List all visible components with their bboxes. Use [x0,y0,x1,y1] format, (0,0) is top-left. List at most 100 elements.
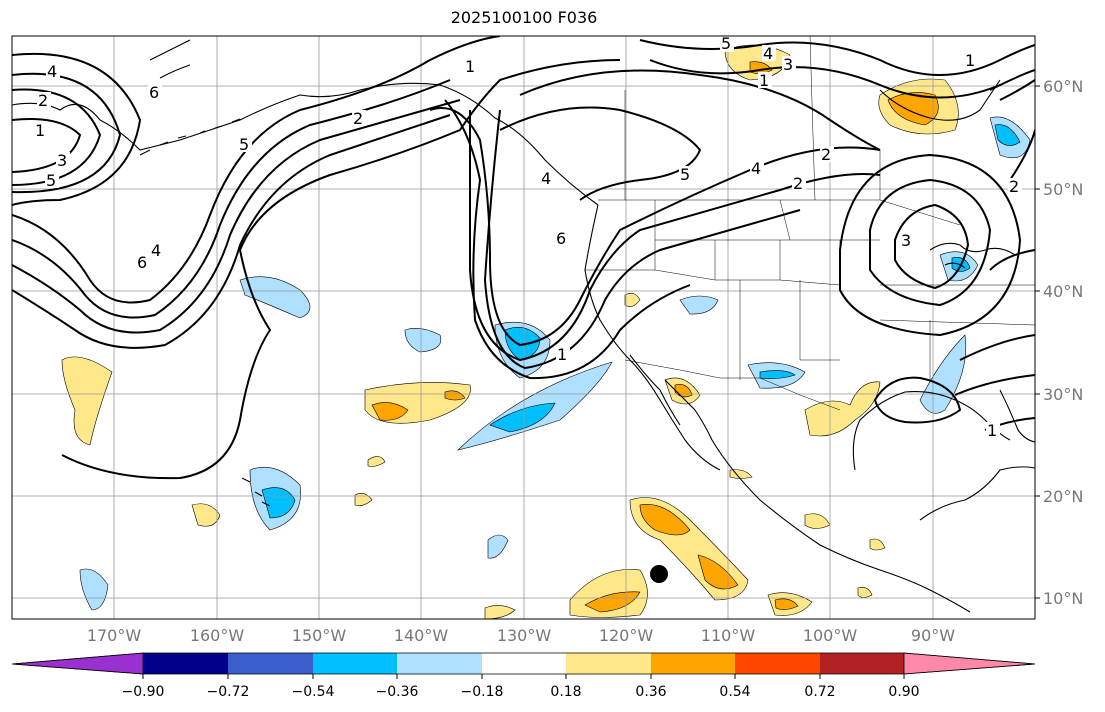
contour-label: 5 [46,171,56,190]
fill-light-yellow [804,381,881,437]
contour-big-low [61,59,621,480]
colorbar-tick-label: 0.18 [550,684,582,700]
lat-label: 20°N [1043,487,1084,506]
lat-label: 40°N [1043,282,1084,301]
colorbar [11,652,1036,679]
colorbar-segment [566,653,651,674]
contour-label: 1 [465,57,475,76]
fill-light-yellow [61,356,113,446]
contour-label: 2 [821,145,831,164]
colorbar-segment [651,653,735,674]
contour-gulf-alaska [499,106,702,201]
colorbar-tick-label: −0.18 [460,684,504,700]
contour-ne-2 [989,69,1035,91]
fill-blue [759,370,796,379]
lon-label: 140°W [393,626,449,645]
contour-label: 4 [151,241,161,260]
lon-label: 120°W [598,626,654,645]
lon-label: 100°W [802,626,858,645]
graticule [12,36,1035,619]
fill-light-yellow [624,293,641,307]
contour-east-low-3 [839,153,1022,337]
fill-orange [371,402,409,421]
bering-coast [149,39,191,79]
fill-light-blue [679,295,719,315]
contour-ridge-1 [429,107,881,347]
map-frame [11,35,1036,620]
contour-west-cyclone [12,52,142,206]
colorbar-tick-label: 0.54 [719,684,751,700]
contour-label: 1 [965,51,975,70]
fill-light-yellow [367,456,386,467]
contour-label: 1 [759,71,769,90]
lon-label: 110°W [700,626,756,645]
lat-label: 60°N [1043,77,1084,96]
contour-east-low-1 [869,178,992,307]
contour-trough-1 [12,36,501,304]
contour-trough-2 [12,79,451,319]
contour-southeast [873,376,962,424]
contour-label: 6 [149,83,159,102]
fill-light-blue [487,534,509,559]
map-title: 2025100100 F036 [450,8,598,27]
contour-east-coast [989,79,1035,271]
hudson-bay [879,79,1001,121]
yucatan [919,466,1035,521]
mexico-coast [711,439,971,613]
contour-ridge-4 [444,99,691,380]
contour-ne [1009,129,1035,181]
contour-label: 4 [751,159,761,178]
contour-labels: 4 2 1 3 5 6 4 5 2 1 6 5 4 2 4 3 5 4 2 6 … [34,36,1022,440]
alaska-coast [12,82,599,206]
contour-label: 2 [353,109,363,128]
contour-north-2 [649,59,1001,99]
lon-label: 170°W [86,626,142,645]
colorbar-tick-label: −0.72 [206,684,250,700]
contour-label: 1 [557,345,567,364]
contour-label: 3 [783,55,793,74]
colorbar-extend-low [11,652,144,675]
fill-light-blue [79,568,109,611]
contour-label: 1 [35,121,45,140]
fill-light-blue [239,276,311,319]
contour-canada-high [519,69,881,151]
contour-label: 5 [680,165,690,184]
fill-light-yellow [857,587,873,598]
colorbar-extend-high [903,652,1036,675]
fill-light-yellow [729,469,753,479]
colorbar-segment [482,653,566,674]
contour-label: 2 [38,91,48,110]
hawaii [241,477,271,507]
storm-center-marker [650,565,668,583]
contour-label: 4 [763,44,773,63]
fill-orange [639,503,691,536]
colorbar-segment [820,653,904,674]
baja-california [629,354,713,441]
colorbar-tick-label: 0.90 [888,684,920,700]
political-borders [585,36,1035,411]
florida [999,389,1035,443]
contour-east-low-2 [894,203,970,290]
contour-label: 4 [47,62,57,81]
colorbar-segment [143,653,228,674]
colorbar-tick-label: −0.54 [291,684,335,700]
colorbar-segment [735,653,820,674]
contour-label: 2 [1009,177,1019,196]
great-lakes [929,242,1016,269]
contour-label: 4 [541,169,551,188]
contour-trough-3 [12,99,461,334]
colorbar-segment [228,653,313,674]
colorbar-tick-label: −0.90 [121,684,165,700]
contour-north-1 [639,39,1035,76]
fill-blue [994,124,1021,146]
fill-orange [444,390,466,401]
contour-label: 5 [239,135,249,154]
fill-light-yellow [869,538,886,551]
lat-label: 10°N [1043,589,1084,608]
colorbar-segment [313,653,397,674]
fill-blue [489,402,556,433]
lon-label: 150°W [291,626,347,645]
contour-label: 3 [57,151,67,170]
fill-light-yellow [191,503,221,527]
lat-label: 30°N [1043,385,1084,404]
